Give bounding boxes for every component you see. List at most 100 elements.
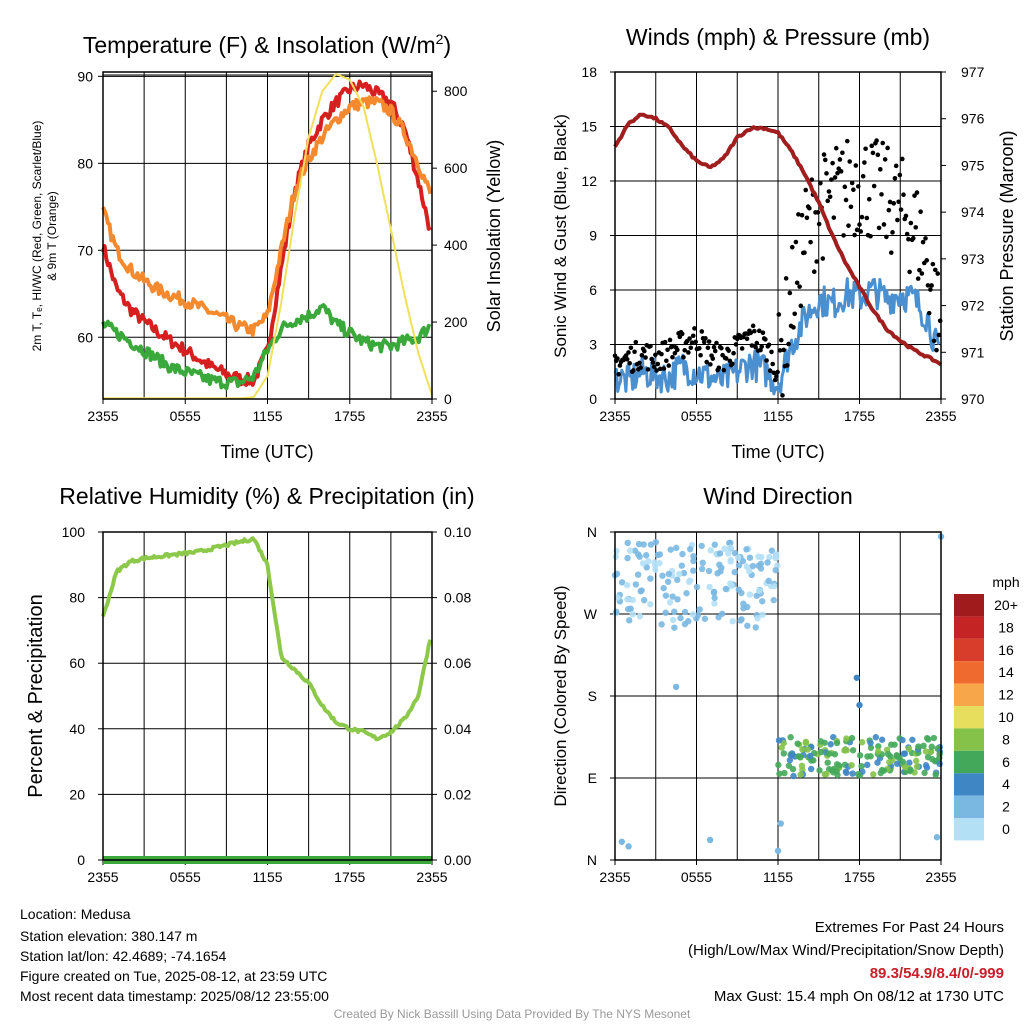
direction-dot: [905, 745, 913, 753]
wind-y-right-tick-label: 977: [961, 64, 985, 80]
direction-dot: [735, 562, 743, 569]
dir-y-tick-label: N: [587, 852, 597, 868]
temp-x-tick-label: 0555: [170, 408, 201, 424]
direction-dot: [626, 547, 634, 554]
direction-dot: [920, 742, 927, 750]
gust-dot: [859, 214, 865, 220]
direction-dot: [874, 759, 881, 766]
gust-dot: [774, 374, 779, 379]
direction-dot: [759, 611, 766, 618]
gust-dot: [690, 333, 696, 339]
direction-dot: [746, 554, 754, 561]
direction-dot: [659, 572, 666, 579]
direction-dot: [681, 608, 689, 616]
wind-y-tick-label: 3: [589, 337, 597, 353]
gust-dot: [913, 225, 919, 230]
rh-y-tick-label: 20: [69, 786, 85, 802]
colorbar-label: 14: [998, 664, 1014, 680]
direction-dot: [867, 744, 875, 751]
gust-dot: [756, 328, 762, 334]
rh-y-right-tick-label: 0.10: [444, 524, 471, 540]
dir-x-tick-label: 0555: [681, 869, 712, 885]
direction-dot: [765, 577, 772, 585]
gust-dot: [792, 311, 798, 317]
colorbar-swatch: [954, 795, 984, 818]
direction-dot: [849, 770, 856, 777]
gust-dot: [822, 157, 828, 163]
direction-dot: [725, 550, 732, 557]
direction-dot: [933, 834, 941, 841]
wind-x-tick-label: 0555: [681, 408, 712, 424]
direction-dot: [802, 739, 809, 747]
gust-dot: [923, 236, 928, 241]
sonic-wind-line: [613, 277, 941, 396]
direction-dot: [669, 616, 677, 624]
gust-dot: [814, 259, 820, 264]
gust-dot: [706, 339, 712, 344]
gust-dot: [853, 163, 859, 168]
direction-dot: [798, 762, 806, 770]
direction-dot: [674, 576, 681, 584]
direction-dot: [614, 594, 621, 601]
direction-dot: [774, 847, 782, 855]
direction-dot: [825, 750, 833, 757]
gust-dot: [809, 177, 815, 182]
gust-dot: [767, 368, 773, 374]
gust-dot: [920, 239, 926, 245]
gust-dot: [648, 343, 653, 349]
rh-x-tick-label: 1755: [334, 869, 365, 885]
gust-dot: [655, 361, 661, 367]
temp-chart-title: Temperature (F) & Insolation (W/m2): [83, 31, 451, 58]
direction-dot: [640, 541, 647, 548]
direction-dot: [754, 615, 761, 622]
extremes-values: 89.3/54.9/8.4/0/-999: [869, 965, 1004, 982]
direction-dot: [749, 562, 757, 570]
insolation-line: [103, 72, 433, 400]
colorbar-label: 2: [1002, 799, 1010, 815]
dir-grid: [615, 532, 941, 860]
gust-dot: [781, 347, 787, 353]
rh-y-right-tick-label: 0.08: [444, 590, 471, 606]
direction-dot: [907, 766, 914, 774]
dir-y-tick-label: N: [587, 524, 597, 540]
gust-dot: [804, 215, 810, 221]
gust-dot: [848, 204, 854, 210]
gust-dot: [777, 348, 783, 353]
direction-dot: [807, 752, 814, 760]
direction-dot: [924, 753, 932, 761]
gust-dot: [833, 145, 839, 151]
gust-dot: [863, 146, 868, 152]
direction-dot: [738, 589, 745, 597]
direction-dot: [807, 765, 815, 773]
gust-dot: [710, 356, 716, 361]
gust-dot: [730, 361, 735, 367]
direction-dot: [683, 590, 690, 597]
direction-dot: [790, 772, 797, 780]
extremes-title: Extremes For Past 24 Hours: [814, 919, 1004, 936]
rh-y-right-tick-label: 0.02: [444, 786, 471, 802]
rh-y-axis-label: Percent & Precipitation: [25, 594, 47, 797]
temp-orange-line: [101, 95, 433, 337]
gust-dot: [617, 363, 623, 368]
gust-dot: [880, 140, 886, 146]
wind-y-right-axis-label: Station Pressure (Maroon): [997, 130, 1017, 341]
direction-dot: [674, 596, 681, 603]
footer-created: Figure created on Tue, 2025-08-12, at 23…: [20, 968, 328, 984]
gust-dot: [832, 175, 838, 180]
gust-dot: [633, 339, 639, 345]
direction-dot: [623, 581, 631, 589]
gust-dot: [748, 330, 753, 336]
direction-dot: [629, 611, 636, 618]
gust-dot: [875, 152, 881, 158]
direction-dot: [672, 683, 680, 691]
gust-dot: [699, 329, 705, 334]
direction-dot: [640, 596, 648, 604]
gust-dot: [891, 201, 897, 206]
direction-dot: [786, 756, 794, 764]
direction-dot: [727, 539, 734, 547]
direction-dot: [843, 769, 850, 777]
gust-dot: [855, 184, 861, 189]
direction-dot: [656, 559, 663, 567]
gust-dot: [846, 223, 851, 228]
direction-dot: [654, 551, 662, 559]
